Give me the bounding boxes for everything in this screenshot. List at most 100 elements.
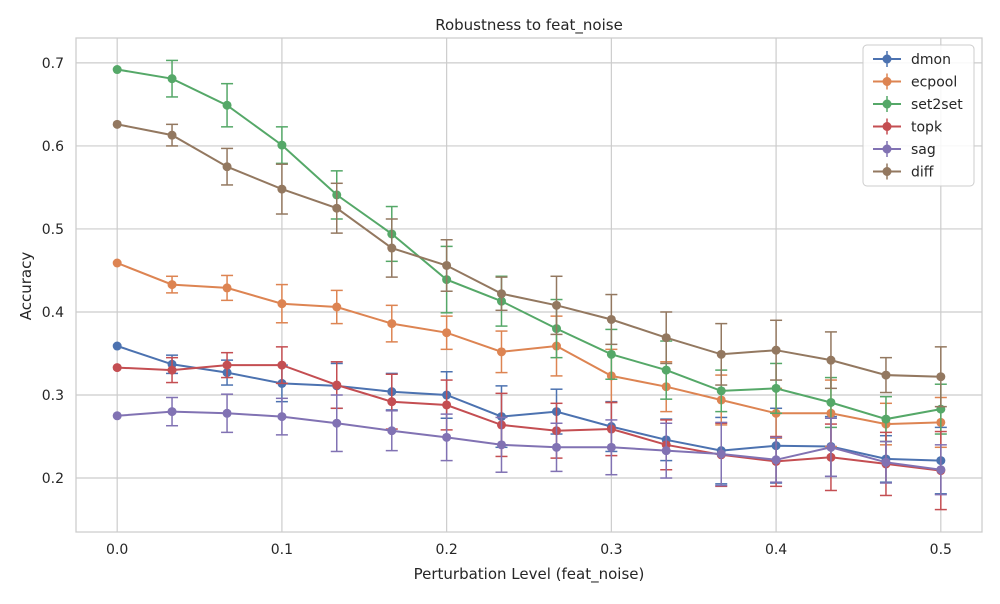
- chart-title: Robustness to feat_noise: [435, 16, 623, 35]
- data-point-sag: [826, 442, 836, 452]
- data-point-sag: [332, 418, 342, 428]
- data-point-diff: [442, 260, 452, 270]
- data-point-set2set: [167, 74, 177, 84]
- data-point-ecpool: [387, 319, 397, 329]
- legend-marker: [882, 99, 892, 109]
- data-point-diff: [222, 162, 232, 172]
- data-point-set2set: [881, 414, 891, 424]
- legend-label: sag: [911, 142, 936, 158]
- data-point-diff: [661, 333, 671, 343]
- data-point-diff: [881, 370, 891, 380]
- x-tick-label: 0.2: [436, 542, 458, 558]
- data-point-set2set: [826, 397, 836, 407]
- data-point-sag: [387, 426, 397, 436]
- data-point-set2set: [277, 140, 287, 150]
- legend-label: dmon: [911, 52, 951, 68]
- data-point-diff: [332, 203, 342, 213]
- data-point-diff: [552, 300, 562, 310]
- series-line-sag: [117, 410, 941, 471]
- data-point-sag: [661, 446, 671, 456]
- legend-label: ecpool: [911, 75, 957, 91]
- legend-label: diff: [911, 165, 934, 181]
- series-line-diff: [117, 123, 941, 378]
- legend-item-set2set: set2set: [873, 96, 963, 113]
- y-tick-label: 0.2: [42, 471, 64, 487]
- y-tick-label: 0.5: [42, 222, 64, 238]
- data-point-ecpool: [496, 347, 506, 357]
- data-point-ecpool: [167, 280, 177, 290]
- series-sag: [112, 393, 947, 496]
- legend-marker: [882, 122, 892, 131]
- data-point-sag: [222, 408, 232, 418]
- plot-frame: [75, 37, 983, 533]
- data-point-set2set: [222, 100, 232, 110]
- data-point-diff: [826, 355, 836, 365]
- data-point-sag: [277, 412, 287, 422]
- legend-item-ecpool: ecpool: [873, 73, 957, 91]
- data-point-sag: [771, 455, 781, 465]
- data-point-diff: [112, 119, 122, 129]
- data-point-sag: [606, 442, 616, 452]
- legend-marker: [882, 167, 892, 176]
- x-tick-label: 0.4: [765, 542, 787, 558]
- y-tick-label: 0.6: [42, 139, 64, 155]
- data-point-diff: [716, 349, 726, 359]
- data-point-topk: [112, 363, 122, 373]
- legend-item-dmon: dmon: [873, 51, 951, 68]
- x-tick-label: 0.3: [600, 542, 622, 558]
- data-point-topk: [167, 365, 177, 375]
- series-line-topk: [117, 364, 941, 472]
- data-point-ecpool: [442, 328, 452, 338]
- data-point-diff: [771, 345, 781, 355]
- x-tick-label: 0.0: [106, 542, 128, 558]
- data-point-diff: [167, 130, 177, 140]
- data-point-sag: [442, 432, 452, 442]
- data-point-topk: [442, 400, 452, 410]
- data-point-sag: [167, 407, 177, 417]
- data-point-set2set: [112, 65, 122, 75]
- series-line-dmon: [116, 345, 941, 462]
- y-tick-label: 0.4: [42, 305, 64, 321]
- data-point-set2set: [771, 383, 781, 393]
- data-point-sag: [716, 449, 726, 459]
- series-line-ecpool: [116, 262, 941, 426]
- data-point-diff: [606, 314, 616, 324]
- legend-item-topk: topk: [873, 118, 943, 136]
- legend: dmon ecpool set2set topk sag diff: [862, 44, 975, 187]
- data-point-topk: [222, 360, 232, 370]
- legend-marker: [882, 77, 892, 86]
- x-axis-label: Perturbation Level (feat_noise): [414, 565, 645, 584]
- data-point-ecpool: [332, 302, 342, 312]
- y-tick-label: 0.7: [42, 56, 64, 72]
- data-point-sag: [552, 442, 562, 452]
- series-line-set2set: [117, 68, 941, 421]
- data-point-topk: [387, 397, 397, 407]
- x-tick-label: 0.1: [271, 542, 293, 558]
- data-point-set2set: [661, 365, 671, 375]
- data-point-topk: [332, 380, 342, 390]
- data-point-set2set: [606, 349, 616, 359]
- data-point-sag: [881, 457, 891, 467]
- y-tick-label: 0.3: [42, 388, 64, 404]
- legend-marker: [882, 144, 892, 154]
- series-layer: [112, 59, 947, 511]
- series-set2set: [112, 59, 947, 443]
- data-point-sag: [936, 465, 946, 475]
- data-point-sag: [496, 440, 506, 450]
- data-point-diff: [936, 372, 946, 382]
- legend-item-sag: sag: [873, 141, 936, 158]
- legend-label: topk: [911, 120, 943, 136]
- data-point-topk: [277, 360, 287, 370]
- data-point-sag: [112, 411, 122, 421]
- data-point-diff: [387, 243, 397, 253]
- data-point-set2set: [716, 386, 726, 396]
- y-axis-label: Accuracy: [17, 252, 35, 321]
- data-point-dmon: [112, 341, 122, 351]
- x-tick-label: 0.5: [930, 542, 952, 558]
- legend-label: set2set: [911, 97, 963, 113]
- data-point-ecpool: [277, 299, 287, 309]
- series-diff: [112, 119, 947, 408]
- data-point-diff: [277, 184, 287, 194]
